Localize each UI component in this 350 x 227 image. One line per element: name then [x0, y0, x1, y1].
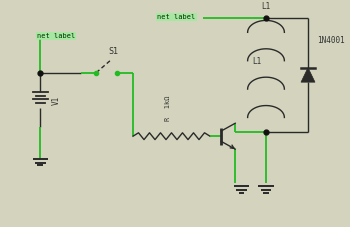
Text: R  1kΩ: R 1kΩ — [165, 96, 171, 121]
Text: net label: net label — [37, 33, 75, 39]
Text: L1: L1 — [261, 2, 271, 11]
Text: S1: S1 — [109, 47, 119, 57]
Text: V1: V1 — [51, 95, 61, 104]
Text: L1: L1 — [253, 57, 262, 66]
Polygon shape — [301, 68, 315, 82]
Text: 1N4001: 1N4001 — [317, 36, 344, 45]
Text: net label: net label — [158, 14, 196, 20]
